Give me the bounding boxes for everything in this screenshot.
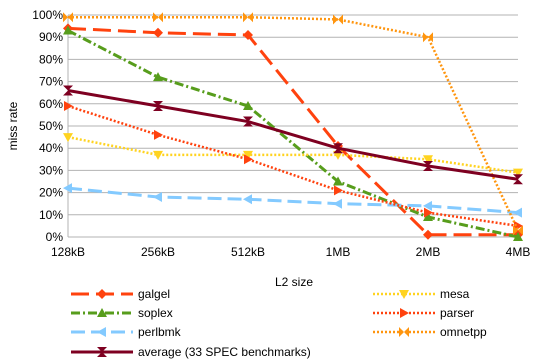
data-point [513,225,523,236]
series-layer [63,12,523,241]
series-average [63,85,523,185]
y-tick-label: 80% [39,52,63,66]
series-line [67,186,519,215]
legend-marker [399,327,409,337]
x-tick-label: 1MB [326,245,351,259]
y-axis-title: miss rate [6,101,20,150]
series-line [67,135,519,174]
data-point [243,12,253,23]
data-point [243,29,253,40]
data-point [334,185,343,196]
data-point [154,129,163,140]
y-tick-label: 10% [39,208,63,222]
data-point [333,14,343,25]
data-point [63,12,73,23]
data-point [153,72,163,82]
x-tick-label: 256kB [141,245,175,259]
legend: galgel soplex perlbmk average (33 SPEC benc… [71,287,487,359]
legend-item: mesa [373,287,470,301]
legend-label: soplex [138,306,173,320]
x-tick-label: 2MB [416,245,441,259]
data-point [153,101,163,112]
y-tick-label: 30% [39,163,63,177]
data-point [63,25,73,35]
legend-label: average (33 SPEC benchmarks) [138,345,311,359]
data-point [153,12,163,23]
data-point [153,150,163,160]
data-point [64,101,73,112]
data-point [423,160,433,171]
legend-label: omnetpp [440,325,487,339]
legend-item: average (33 SPEC benchmarks) [71,345,311,359]
y-tick-label: 50% [39,119,63,133]
data-point [153,192,162,203]
legend-label: galgel [138,287,170,301]
series-line [67,29,519,239]
data-point [63,85,73,96]
data-point [243,150,253,160]
data-point [243,116,253,127]
legend-marker [97,327,106,337]
legend-item: perlbmk [71,325,182,339]
data-point [423,229,433,240]
data-point [423,200,432,211]
data-point [513,168,523,178]
data-point [63,133,73,143]
x-tick-label: 128kB [51,245,85,259]
data-point [333,143,343,154]
legend-item: parser [373,306,474,320]
y-tick-labels: 0% 10% 20% 30% 40% 50% 60% 70% 80% 90% 100% [32,8,63,244]
y-tick-label: 100% [32,8,63,22]
data-point [513,174,523,185]
data-point [513,232,523,241]
legend-label: perlbmk [138,325,182,339]
series-line [67,26,518,237]
data-point [423,155,433,165]
data-point [513,207,522,218]
legend-marker [400,308,409,318]
data-point [424,207,433,218]
legend-marker [97,347,107,357]
series-perlbmk [63,183,522,218]
legend-item: omnetpp [373,325,487,339]
series-line [67,89,519,181]
legend-item: galgel [71,287,170,301]
series-line [68,15,520,231]
series-soplex [63,25,523,241]
data-point [153,27,163,38]
data-point [244,154,253,165]
data-point [243,194,252,205]
y-tick-label: 70% [39,75,63,89]
gridlines [67,14,518,238]
data-point [333,198,342,209]
legend-marker [399,290,409,299]
y-tick-label: 0% [46,230,64,244]
x-tick-label: 4MB [506,245,531,259]
legend-item: soplex [71,306,173,320]
legend-marker [97,289,107,299]
y-tick-label: 60% [39,97,63,111]
data-point [243,101,253,111]
legend-label: mesa [440,287,470,301]
y-tick-label: 90% [39,30,63,44]
legend-marker [97,308,107,317]
series-mesa [63,133,523,178]
data-point [333,176,343,186]
data-point [423,212,433,222]
series-omnetpp [63,12,523,236]
data-point [423,32,433,43]
x-tick-label: 512kB [231,245,265,259]
x-tick-labels: 128kB 256kB 512kB 1MB 2MB 4MB [51,245,530,259]
legend-label: parser [440,306,474,320]
y-tick-label: 40% [39,141,63,155]
y-tick-label: 20% [39,186,63,200]
series-parser [64,101,523,231]
x-axis-title: L2 size [275,275,313,289]
data-point [63,183,72,194]
